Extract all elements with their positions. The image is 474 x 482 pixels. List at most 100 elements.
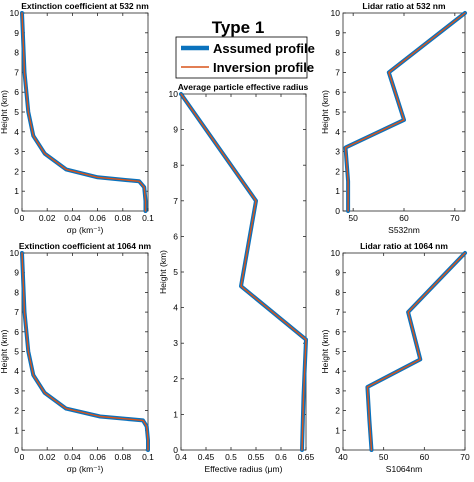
y-tick-label: 4 (173, 303, 178, 313)
x-tick-label: 70 (450, 213, 460, 223)
y-tick-label: 1 (14, 425, 19, 435)
y-tick-label: 8 (14, 287, 19, 297)
legend-label-assumed: Assumed profile (213, 41, 315, 56)
chart-title: Extinction coefficient at 1064 nm (19, 241, 152, 251)
y-tick-label: 1 (335, 186, 340, 196)
y-tick-label: 7 (14, 307, 19, 317)
x-tick-label: 60 (399, 213, 409, 223)
y-tick-label: 6 (14, 87, 19, 97)
y-tick-label: 3 (14, 386, 19, 396)
panel-ext1064: Extinction coefficient at 1064 nm 0 1 2 3 4 5 6… (0, 241, 154, 474)
y-tick-label: 10 (10, 248, 20, 258)
y-tick-label: 3 (335, 386, 340, 396)
y-tick-label: 6 (335, 327, 340, 337)
y-tick-label: 0 (335, 445, 340, 455)
figure-title: Type 1 (212, 18, 265, 37)
y-tick-label: 8 (335, 48, 340, 58)
y-tick-label: 6 (173, 231, 178, 241)
x-tick-label: 0.08 (115, 213, 132, 223)
y-tick-label: 0 (14, 445, 19, 455)
y-tick-label: 4 (335, 366, 340, 376)
y-tick-label: 2 (335, 166, 340, 176)
x-tick-label: 0.45 (198, 452, 215, 462)
x-tick-label: 50 (379, 452, 389, 462)
axes-box (21, 12, 149, 212)
x-tick-label: 0.1 (142, 213, 154, 223)
x-tick-label: 0.04 (64, 213, 81, 223)
panel-ext532: Extinction coefficient at 532 nm 0 1 2 3 4 5 6 7… (0, 1, 154, 235)
x-axis-label: σp (km⁻¹) (67, 225, 104, 235)
y-tick-label: 9 (14, 268, 19, 278)
y-tick-label: 3 (14, 147, 19, 157)
series-line-inversion (366, 252, 466, 451)
y-tick-label: 7 (173, 196, 178, 206)
chart-title: Lidar ratio at 1064 nm (360, 241, 448, 251)
y-tick-label: 7 (335, 67, 340, 77)
x-tick-label: 0.06 (89, 452, 106, 462)
y-tick-label: 4 (14, 366, 19, 376)
y-tick-label: 5 (335, 347, 340, 357)
y-tick-label: 3 (173, 338, 178, 348)
x-tick-label: 40 (338, 452, 348, 462)
y-tick-label: 5 (14, 107, 19, 117)
y-tick-label: 7 (14, 67, 19, 77)
series-line-inversion (180, 93, 307, 451)
y-tick-label: 10 (10, 8, 20, 18)
x-tick-label: 0 (20, 213, 25, 223)
x-tick-label: 70 (460, 452, 470, 462)
x-tick-label: 60 (420, 452, 430, 462)
x-tick-label: 0.1 (142, 452, 154, 462)
y-tick-label: 9 (335, 28, 340, 38)
y-tick-label: 4 (14, 127, 19, 137)
y-tick-label: 10 (331, 248, 341, 258)
y-tick-label: 8 (173, 160, 178, 170)
panel-lr1064: Lidar ratio at 1064 nm 0 1 2 3 4 5 6 7 8 9 10 40 50 60… (320, 241, 470, 474)
y-tick-label: 0 (173, 445, 178, 455)
y-tick-label: 5 (335, 107, 340, 117)
x-axis-label: Effective radius (μm) (205, 464, 283, 474)
y-axis-label: Height (km) (320, 90, 330, 134)
legend-label-inversion: Inversion profile (213, 60, 314, 75)
x-tick-label: 0.55 (248, 452, 265, 462)
chart-title: Average particle effective radius (178, 82, 309, 92)
x-tick-label: 50 (348, 213, 358, 223)
x-tick-label: 0.02 (39, 452, 56, 462)
x-tick-label: 0.65 (298, 452, 315, 462)
x-axis-label: S1064nm (386, 464, 422, 474)
x-tick-label: 0 (20, 452, 25, 462)
chart-title: Lidar ratio at 532 nm (362, 1, 446, 11)
y-tick-label: 1 (173, 409, 178, 419)
x-tick-label: 0.04 (64, 452, 81, 462)
legend: Assumed profile Inversion profile (175, 36, 315, 79)
series-line-inversion (21, 12, 147, 212)
y-tick-label: 1 (14, 186, 19, 196)
y-tick-label: 0 (14, 206, 19, 216)
y-axis-label: Height (km) (0, 90, 9, 134)
y-tick-label: 3 (335, 147, 340, 157)
legend-box (175, 36, 308, 79)
y-tick-label: 6 (335, 87, 340, 97)
panel-lr532: Lidar ratio at 532 nm 0 1 2 3 4 5 6 7 8 9 10 50 60 70 H… (320, 1, 467, 235)
y-tick-label: 4 (335, 127, 340, 137)
y-tick-label: 9 (14, 28, 19, 38)
panel-reff: Average particle effective radius 0 1 2 3 4 5 6… (158, 82, 315, 474)
x-tick-label: 0.06 (89, 213, 106, 223)
y-tick-label: 10 (169, 89, 179, 99)
axes-box (342, 12, 466, 212)
y-tick-label: 2 (173, 374, 178, 384)
y-axis-label: Height (km) (158, 250, 168, 294)
series-line-inversion (21, 252, 149, 451)
y-tick-label: 9 (335, 268, 340, 278)
x-tick-label: 0.5 (225, 452, 237, 462)
y-tick-label: 9 (173, 125, 178, 135)
y-tick-label: 5 (173, 267, 178, 277)
y-tick-label: 10 (331, 8, 341, 18)
y-tick-label: 0 (335, 206, 340, 216)
chart-title: Extinction coefficient at 532 nm (21, 1, 149, 11)
y-tick-label: 2 (14, 406, 19, 416)
axes-box (342, 252, 466, 451)
x-axis-label: S532nm (388, 225, 420, 235)
y-tick-label: 8 (14, 48, 19, 58)
x-tick-label: 0.4 (175, 452, 187, 462)
